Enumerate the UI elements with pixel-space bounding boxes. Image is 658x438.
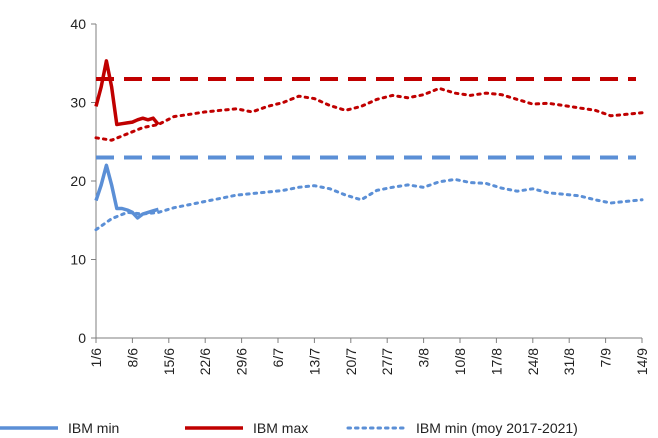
x-tick-label: 13/7 — [306, 348, 322, 375]
x-tick-label: 1/6 — [88, 348, 104, 368]
axes: 0 10 20 30 40 1/6 8/6 15/6 22/6 29/6 6/7 13/7 20/7 27… — [70, 16, 650, 375]
x-tick-label: 15/6 — [161, 348, 177, 375]
legend-label: IBM min — [68, 420, 119, 436]
legend-label: IBM min (moy 2017-2021) — [416, 420, 578, 436]
x-tick-label: 14/9 — [634, 348, 650, 375]
y-tick-label: 30 — [70, 95, 86, 111]
x-tick-label: 24/8 — [525, 348, 541, 375]
series-line — [94, 59, 160, 127]
x-tick-label: 20/7 — [343, 348, 359, 375]
series-line — [94, 177, 644, 232]
series-group — [94, 59, 644, 232]
x-tick-label: 27/7 — [379, 348, 395, 375]
x-tick-label: 10/8 — [452, 348, 468, 375]
series-line — [94, 163, 159, 220]
x-tick-label: 17/8 — [488, 348, 504, 375]
x-tick-label: 8/6 — [124, 348, 140, 368]
x-tick-label: 31/8 — [561, 348, 577, 375]
x-tick-label: 22/6 — [197, 348, 213, 375]
y-tick-label: 40 — [70, 16, 86, 32]
x-tick-label: 7/9 — [598, 348, 614, 368]
x-tick-label: 3/8 — [416, 348, 432, 368]
legend: IBM min IBM max IBM min (moy 2017-2021) — [0, 420, 578, 436]
x-tick-label: 6/7 — [270, 348, 286, 368]
legend-label: IBM max — [253, 420, 308, 436]
y-tick-label: 20 — [70, 173, 86, 189]
series-line — [94, 86, 644, 142]
x-tick-label: 29/6 — [234, 348, 250, 375]
y-tick-label: 10 — [70, 252, 86, 268]
reference-lines — [96, 76, 636, 160]
y-tick-label: 0 — [78, 330, 86, 346]
